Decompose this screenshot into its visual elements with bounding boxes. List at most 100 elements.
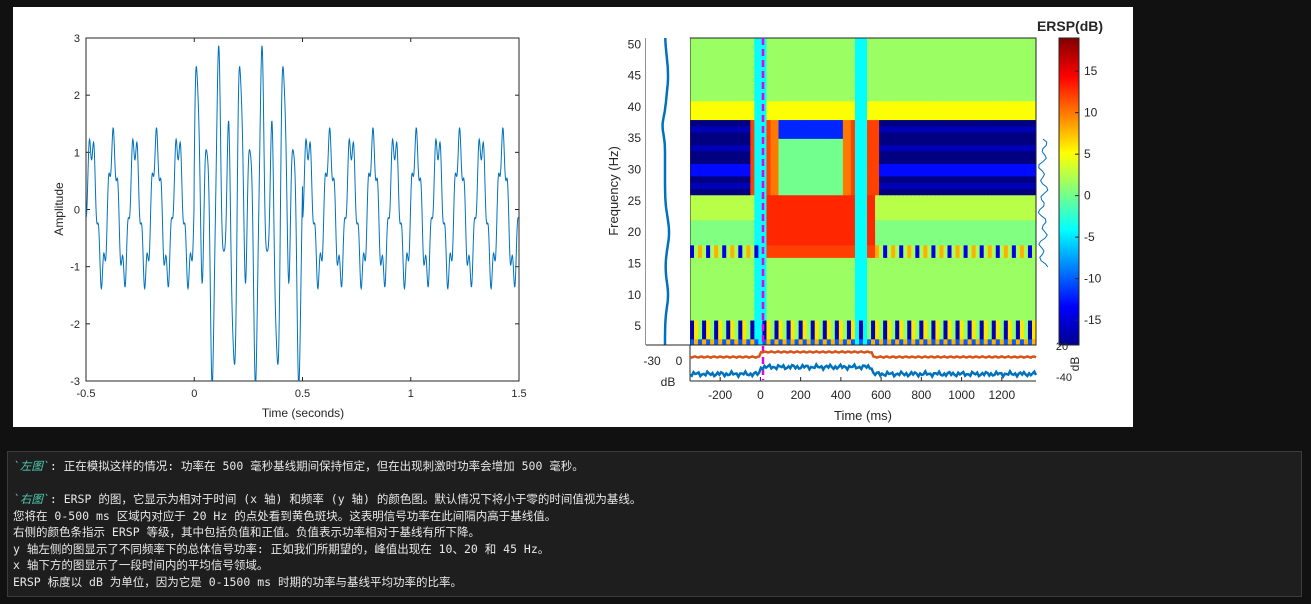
heatmap-cell [802,125,808,133]
heatmap-cell [979,319,985,327]
heatmap-cell [879,113,884,121]
ersp-ytick-label: 35 [628,131,642,145]
heatmap-cell [698,332,703,340]
heatmap-cell [726,100,731,108]
heatmap-cell [959,276,965,283]
heatmap-cell [987,88,993,95]
heatmap-cell [814,56,820,64]
heatmap-cell [995,332,1001,340]
heatmap-cell [1015,113,1021,121]
heatmap-cell [999,319,1005,327]
heatmap-cell [911,313,916,321]
heatmap-cell [915,119,920,127]
heatmap-cell [838,338,844,345]
heatmap-cell [1019,307,1025,315]
heatmap-cell [802,257,808,265]
heatmap-cell [1011,225,1017,233]
heatmap-cell [935,276,941,283]
heatmap-cell [814,119,820,127]
heatmap-cell [790,175,796,183]
heatmap-cell [951,225,957,233]
heatmap-cell [754,213,759,221]
heatmap-cell [722,238,727,246]
heatmap-cell [734,188,739,196]
heatmap-cell [875,75,880,83]
heatmap-cell [722,163,727,171]
heatmap-cell [923,338,928,345]
heatmap-cell [895,232,900,240]
heatmap-cell [907,56,912,64]
heatmap-cell [722,207,727,215]
heatmap-cell [879,163,884,171]
heatmap-cell [995,207,1001,215]
heatmap-cell [858,307,864,315]
heatmap-cell [871,244,876,252]
heatmap-cell [903,144,908,152]
heatmap-cell [770,263,776,271]
heatmap-cell [782,81,788,89]
heatmap-cell [754,106,759,114]
heatmap-cell [939,38,945,45]
heatmap-cell [951,63,957,70]
heatmap-cell [967,163,973,171]
heatmap-cell [734,100,739,108]
heatmap-cell [850,326,856,334]
heatmap-cell [999,326,1005,334]
heatmap-cell [742,332,747,340]
heatmap-cell [790,44,796,52]
heatmap-cell [1015,200,1021,208]
heatmap-cell [971,94,977,102]
heatmap-cell [806,188,812,196]
heatmap-cell [842,131,848,139]
heatmap-cell [1019,88,1025,95]
heatmap-cell [967,282,973,290]
heatmap-cell [1019,50,1025,58]
heatmap-cell [706,282,711,290]
heatmap-cell [746,175,751,183]
heatmap-cell [975,81,981,89]
heatmap-cell [846,213,852,221]
heatmap-cell [971,251,977,258]
heatmap-cell [838,238,844,246]
heatmap-cell [883,232,888,240]
heatmap-cell [939,332,945,340]
heatmap-cell [810,63,816,70]
heatmap-cell [1003,175,1009,183]
heatmap-cell [738,157,743,164]
heatmap-cell [698,119,703,127]
heatmap-cell [867,219,872,227]
heatmap-cell [722,113,727,121]
heatmap-cell [766,301,772,309]
heatmap-cell [842,213,848,221]
heatmap-cell [794,263,800,271]
heatmap-cell [947,232,953,240]
heatmap-cell [818,69,824,77]
heatmap-cell [991,232,997,240]
heatmap-cell [786,276,792,283]
heatmap-cell [766,157,772,164]
heatmap-cell [758,194,764,202]
heatmap-cell [879,157,884,164]
heatmap-cell [754,138,759,146]
heatmap-cell [754,50,759,58]
heatmap-cell [899,100,904,108]
heatmap-cell [863,263,868,271]
heatmap-cell [971,219,977,227]
heatmap-cell [907,301,912,309]
heatmap-cell [754,94,759,102]
heatmap-cell [850,301,856,309]
heatmap-cell [818,182,824,189]
heatmap-cell [794,276,800,283]
heatmap-cell [782,119,788,127]
heatmap-cell [746,332,751,340]
heatmap-cell [875,56,880,64]
heatmap-cell [927,150,932,158]
heatmap-cell [927,119,932,127]
heatmap-cell [714,269,719,277]
heatmap-cell [907,94,912,102]
colorbar-tick-label: 5 [1084,147,1091,161]
heatmap-cell [734,150,739,158]
heatmap-cell [995,263,1001,271]
heatmap-cell [1023,125,1029,133]
heatmap-cell [762,113,768,121]
